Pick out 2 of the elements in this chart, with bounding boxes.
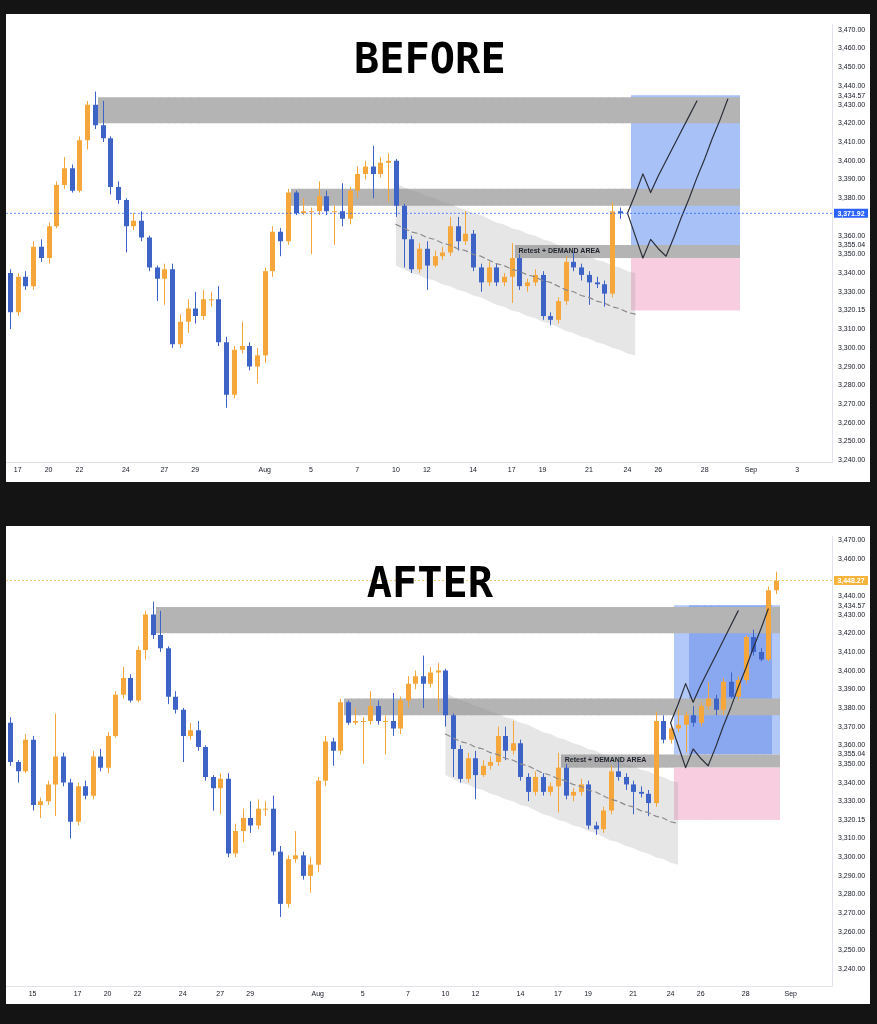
text: AFTER [366,558,494,608]
chart-title: BEFORE [353,34,506,84]
